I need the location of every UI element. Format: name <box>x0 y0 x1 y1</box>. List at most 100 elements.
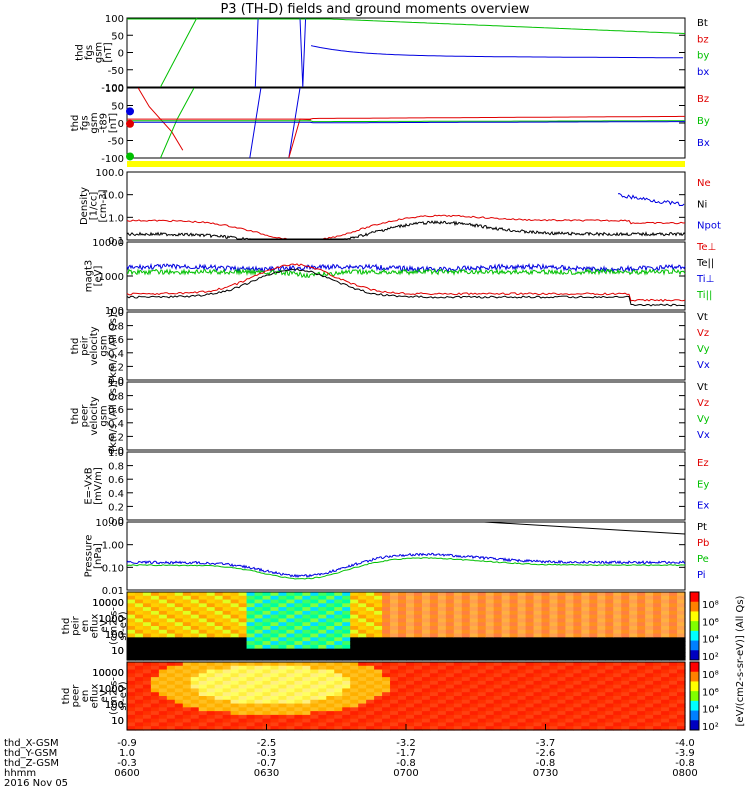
spectrogram-cell <box>453 714 463 720</box>
spectrogram-cell <box>421 622 431 627</box>
spectrogram-cell <box>238 614 248 620</box>
spectrogram-cell <box>278 652 288 657</box>
spectrogram-cell <box>294 656 303 661</box>
spectrogram-cell <box>669 599 678 604</box>
spectrogram-cell <box>198 592 208 597</box>
spectrogram-cell <box>190 688 200 693</box>
spectrogram-cell <box>342 722 351 727</box>
spectrogram-cell <box>310 722 319 727</box>
panel-frame <box>126 451 686 521</box>
spectrogram-cell <box>358 703 367 708</box>
spectrogram-cell <box>565 648 574 654</box>
spectrogram-cell <box>533 626 543 631</box>
spectrogram-cell <box>549 699 559 705</box>
spectrogram-cell <box>134 707 144 712</box>
spectrogram-cell <box>230 718 240 724</box>
spectrogram-cell <box>437 644 447 650</box>
spectrogram-cell <box>501 656 511 661</box>
spectrogram-cell <box>382 629 391 635</box>
spectrogram-cell <box>453 652 463 657</box>
spectrogram-cell <box>421 665 431 671</box>
spectrogram-cell <box>398 680 407 686</box>
spectrogram-cell <box>230 677 240 682</box>
spectrogram-cell <box>127 692 136 697</box>
spectrogram-cell <box>661 629 670 635</box>
spectrogram-cell <box>565 641 574 646</box>
spectrogram-cell <box>669 610 678 616</box>
panel-frame <box>126 17 686 88</box>
spectrogram-cell <box>310 726 319 731</box>
spectrogram-cell <box>294 707 303 712</box>
spectrogram-cell <box>549 714 559 720</box>
spectrogram-cell <box>677 599 686 604</box>
spectrogram-cell <box>350 665 359 671</box>
spectrogram-cell <box>214 599 224 604</box>
spectrogram-cell <box>493 684 503 690</box>
spectrogram-cell <box>358 648 367 654</box>
spectrogram-cell <box>613 688 622 693</box>
colorbar-tick: 10⁸ <box>702 600 719 611</box>
spectrogram-cell <box>182 662 192 667</box>
spectrogram-cell <box>541 714 551 720</box>
spectrogram-cell <box>134 688 144 693</box>
spectrogram-cell <box>533 633 543 638</box>
y-tick-label: 10 <box>111 646 124 657</box>
spectrogram-cell <box>326 665 335 671</box>
spectrogram-cell <box>557 677 567 682</box>
spectrogram-cell <box>134 637 144 642</box>
spectrogram-cell <box>406 692 415 697</box>
spectrogram-cell <box>254 707 264 712</box>
spectrogram-cell <box>509 665 519 671</box>
spectrogram-cell <box>270 669 280 674</box>
spectrogram-cell <box>142 618 152 623</box>
spectrogram-cell <box>613 726 622 731</box>
spectrogram-cell <box>158 726 168 731</box>
spectrogram-cell <box>190 680 200 686</box>
spectrogram-cell <box>429 703 439 708</box>
spectrogram-cell <box>461 677 471 682</box>
spectrogram-cell <box>565 595 574 601</box>
spectrogram-cell <box>198 680 208 686</box>
spectrogram-cell <box>254 680 264 686</box>
spectrogram-cell <box>557 622 567 627</box>
spectrogram-cell <box>613 618 622 623</box>
spectrogram-cell <box>461 652 471 657</box>
spectrogram-cell <box>677 648 686 654</box>
spectrogram-cell <box>342 622 351 627</box>
spectrogram-cell <box>374 677 383 682</box>
spectrogram-cell <box>485 603 495 608</box>
spectrogram-cell <box>246 644 256 650</box>
spectrogram-cell <box>238 648 248 654</box>
spectrogram-cell <box>174 696 184 701</box>
spectrogram-cell <box>445 644 455 650</box>
spectrogram-cell <box>134 648 144 654</box>
spectrogram-cell <box>166 714 176 720</box>
spectrogram-cell <box>413 726 423 731</box>
spectrogram-cell <box>437 652 447 657</box>
spectrogram-cell <box>294 614 303 620</box>
spectrogram-cell <box>406 644 415 650</box>
spectrogram-cell <box>477 652 487 657</box>
spectrogram-cell <box>645 599 654 604</box>
spectrogram-cell <box>565 665 574 671</box>
spectrogram-cell <box>310 677 319 682</box>
spectrogram-cell <box>557 595 567 601</box>
spectrogram-cell <box>222 607 232 612</box>
spectrogram-cell <box>549 592 559 597</box>
spectrogram-cell <box>302 711 311 716</box>
spectrogram-cell <box>597 622 606 627</box>
spectrogram-cell <box>198 699 208 705</box>
spectrogram-cell <box>238 692 248 697</box>
spectrogram-cell <box>166 603 176 608</box>
spectrogram-cell <box>533 652 543 657</box>
spectrogram-cell <box>517 626 527 631</box>
spectrogram-cell <box>421 718 431 724</box>
spectrogram-cell <box>597 692 606 697</box>
spectrogram-cell <box>350 696 359 701</box>
spectrogram-cell <box>334 696 343 701</box>
spectrogram-cell <box>214 714 224 720</box>
spectrogram-cell <box>517 662 527 667</box>
spectrogram-cell <box>669 699 678 705</box>
spectrogram-cell <box>605 662 614 667</box>
spectrogram-cell <box>342 610 351 616</box>
